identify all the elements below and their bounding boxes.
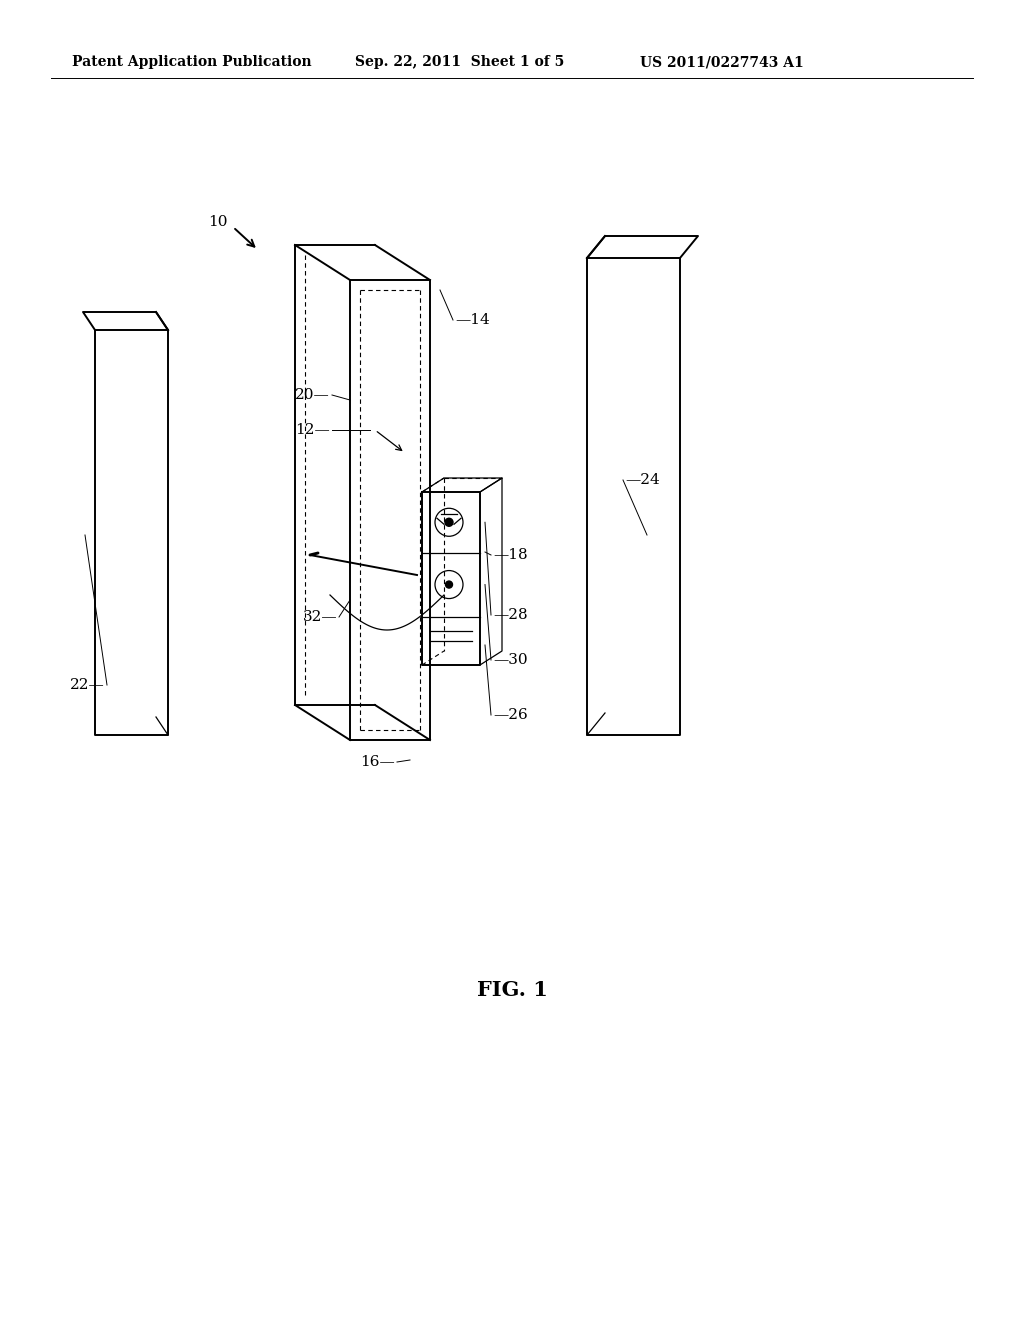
Text: FIG. 1: FIG. 1	[476, 979, 548, 1001]
Text: 20—: 20—	[295, 388, 330, 403]
Circle shape	[445, 581, 453, 587]
Text: Sep. 22, 2011  Sheet 1 of 5: Sep. 22, 2011 Sheet 1 of 5	[355, 55, 564, 69]
Text: Patent Application Publication: Patent Application Publication	[72, 55, 311, 69]
Text: 16—: 16—	[360, 755, 395, 770]
Text: —14: —14	[455, 313, 489, 327]
Text: —24: —24	[625, 473, 659, 487]
Text: US 2011/0227743 A1: US 2011/0227743 A1	[640, 55, 804, 69]
Text: 32—: 32—	[302, 610, 337, 624]
Circle shape	[445, 519, 453, 527]
Text: —18: —18	[493, 548, 527, 562]
Text: 22—: 22—	[71, 678, 105, 692]
Text: —28: —28	[493, 609, 527, 622]
Text: —30: —30	[493, 653, 527, 667]
Text: 12—: 12—	[295, 422, 330, 437]
Text: —26: —26	[493, 708, 527, 722]
Text: 10: 10	[209, 215, 228, 228]
